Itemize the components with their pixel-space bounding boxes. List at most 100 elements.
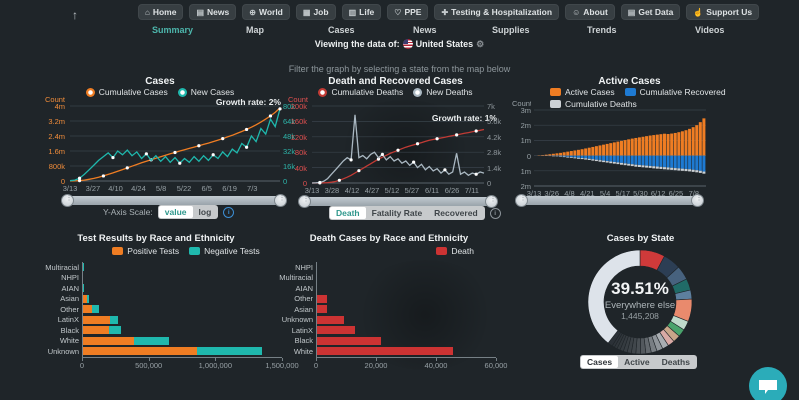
slider-handle-left[interactable] [298,195,311,208]
y-left-tick: 80k [294,148,307,158]
thumbs-up-icon: ☝ [693,7,704,17]
bar-row-asian: Asian [278,304,453,315]
category-label: Unknown [47,346,79,356]
filter-hint: Filter the graph by selecting a state fr… [288,64,511,74]
scale-info-icon[interactable]: i [223,206,235,218]
negative-tests-bar[interactable] [109,315,118,324]
scale-log-option[interactable]: log [198,207,212,217]
positive-tests-bar[interactable] [82,347,197,356]
nav-ppe-label: PPE [404,7,422,17]
cases-legend: Cumulative Cases New Cases [35,87,285,97]
nav-world-button[interactable]: ⊕ World [242,4,290,20]
positive-tests-bar[interactable] [82,294,87,303]
slider-handle-right[interactable] [691,194,704,207]
slider-handle-left[interactable] [515,194,528,207]
slider-handle-right[interactable] [274,194,287,207]
count-axis-title: Count [512,99,531,108]
state-chart-title: Cases by State [606,233,675,244]
x-tick: 5/27 [404,186,420,195]
y-right-tick: 5.6k [487,117,502,127]
cumulative-cases-legend-dot [85,87,95,97]
death-bar[interactable] [316,315,345,324]
x-tick: 4/24 [131,184,146,193]
death-bar[interactable] [316,305,328,314]
x-tick: 5/17 [615,189,631,198]
category-label: Black [294,336,313,346]
tests-bars: Multiracial NHPI AIAN Asian Other LatinX Black… [25,262,262,357]
active-legend-row1: Active Cases Cumulative Recovered [550,87,747,97]
death-bar[interactable] [316,336,381,345]
tab-summary[interactable]: Summary [152,25,194,35]
y-left-tick: 800k [48,162,65,171]
nav-getdata-button[interactable]: ▤ Get Data [620,4,681,20]
nav-home-button[interactable]: ⌂ Home [138,4,184,20]
viewing-country[interactable]: United States [415,39,474,49]
nav-job-button[interactable]: ▦ Job [295,4,336,20]
nav-life-button[interactable]: ▥ Life [341,4,382,20]
y-tick: 2m [520,121,531,131]
negative-tests-bar[interactable] [133,336,170,345]
tab-news[interactable]: News [413,25,437,35]
state-cases-tab[interactable]: Cases [581,356,619,368]
y-left-tick: 120k [290,132,307,142]
bar-row-other: Other [25,304,262,315]
nav-ppe-button[interactable]: ♡ PPE [387,4,429,20]
recovered-tab[interactable]: Recovered [434,208,478,218]
nav-testing-button[interactable]: ✚ Testing & Hospitalization [434,4,560,20]
category-label: AIAN [61,283,79,293]
chat-widget-button[interactable] [749,367,787,400]
tab-map[interactable]: Map [246,25,264,35]
gear-icon[interactable]: ⚙ [476,39,485,49]
count-axis-title: Count [44,95,65,104]
death-tab[interactable]: Death [330,207,366,219]
nav-support-button[interactable]: ☝ Support Us [686,4,760,20]
tab-supplies[interactable]: Supplies [492,25,530,35]
active-date-range-slider[interactable] [515,194,704,207]
fatality-rate-tab[interactable]: Fatality Rate [371,208,423,218]
cases-by-state-donut[interactable] [585,247,695,357]
scroll-top-icon[interactable]: ↑ [72,8,78,22]
cases-date-range-slider[interactable] [61,194,287,207]
tab-cases[interactable]: Cases [328,25,355,35]
slider-handle-right[interactable] [485,195,498,208]
nav-about-button[interactable]: ☺ About [565,4,615,20]
category-label: Asian [294,304,313,314]
x-tick: 6/12 [650,189,666,198]
death-bar[interactable] [316,347,454,356]
slider-handle-left[interactable] [61,194,74,207]
negative-tests-bar[interactable] [108,326,121,335]
x-tick: 20,000 [364,360,388,370]
active-plot[interactable] [534,109,706,187]
donut-slice-everywhere-else[interactable] [587,249,641,344]
x-tick: 3/13 [526,189,542,198]
negative-tests-bar[interactable] [196,347,262,356]
cases-plot[interactable] [69,105,282,183]
y-tick: 3m [520,106,531,115]
bar-row-nhpi: NHPI [25,273,262,284]
x-tick: 4/21 [580,189,595,198]
count-axis-title: Count [288,95,309,104]
state-deaths-tab[interactable]: Deaths [661,357,690,367]
negative-tests-bar[interactable] [92,305,99,314]
deaths-plot[interactable] [311,105,485,185]
bar-row-multiracial: Multiracial [278,273,453,284]
death-bar[interactable] [316,294,327,303]
death-tabs-info-icon[interactable]: i [489,207,501,219]
nav-news-button[interactable]: ▤ News [189,4,237,20]
deaths-date-range-slider[interactable] [298,195,498,208]
y-left-tick: 4m [54,102,65,111]
negative-tests-bar[interactable] [86,294,89,303]
state-active-tab[interactable]: Active [624,357,650,367]
tab-videos[interactable]: Videos [695,25,725,35]
viewing-data-row: Viewing the data of: United States ⚙ [0,39,799,50]
tab-trends[interactable]: Trends [587,25,617,35]
y-left-tick: 40k [294,163,307,173]
new-cases-legend-label: New Cases [190,87,235,97]
positive-tests-bar[interactable] [82,326,109,335]
death-bar[interactable] [316,326,355,335]
positive-tests-bar[interactable] [82,315,110,324]
category-label: White [293,346,313,356]
positive-tests-bar[interactable] [82,336,134,345]
scale-value-option[interactable]: value [158,206,193,218]
positive-tests-bar[interactable] [82,305,93,314]
